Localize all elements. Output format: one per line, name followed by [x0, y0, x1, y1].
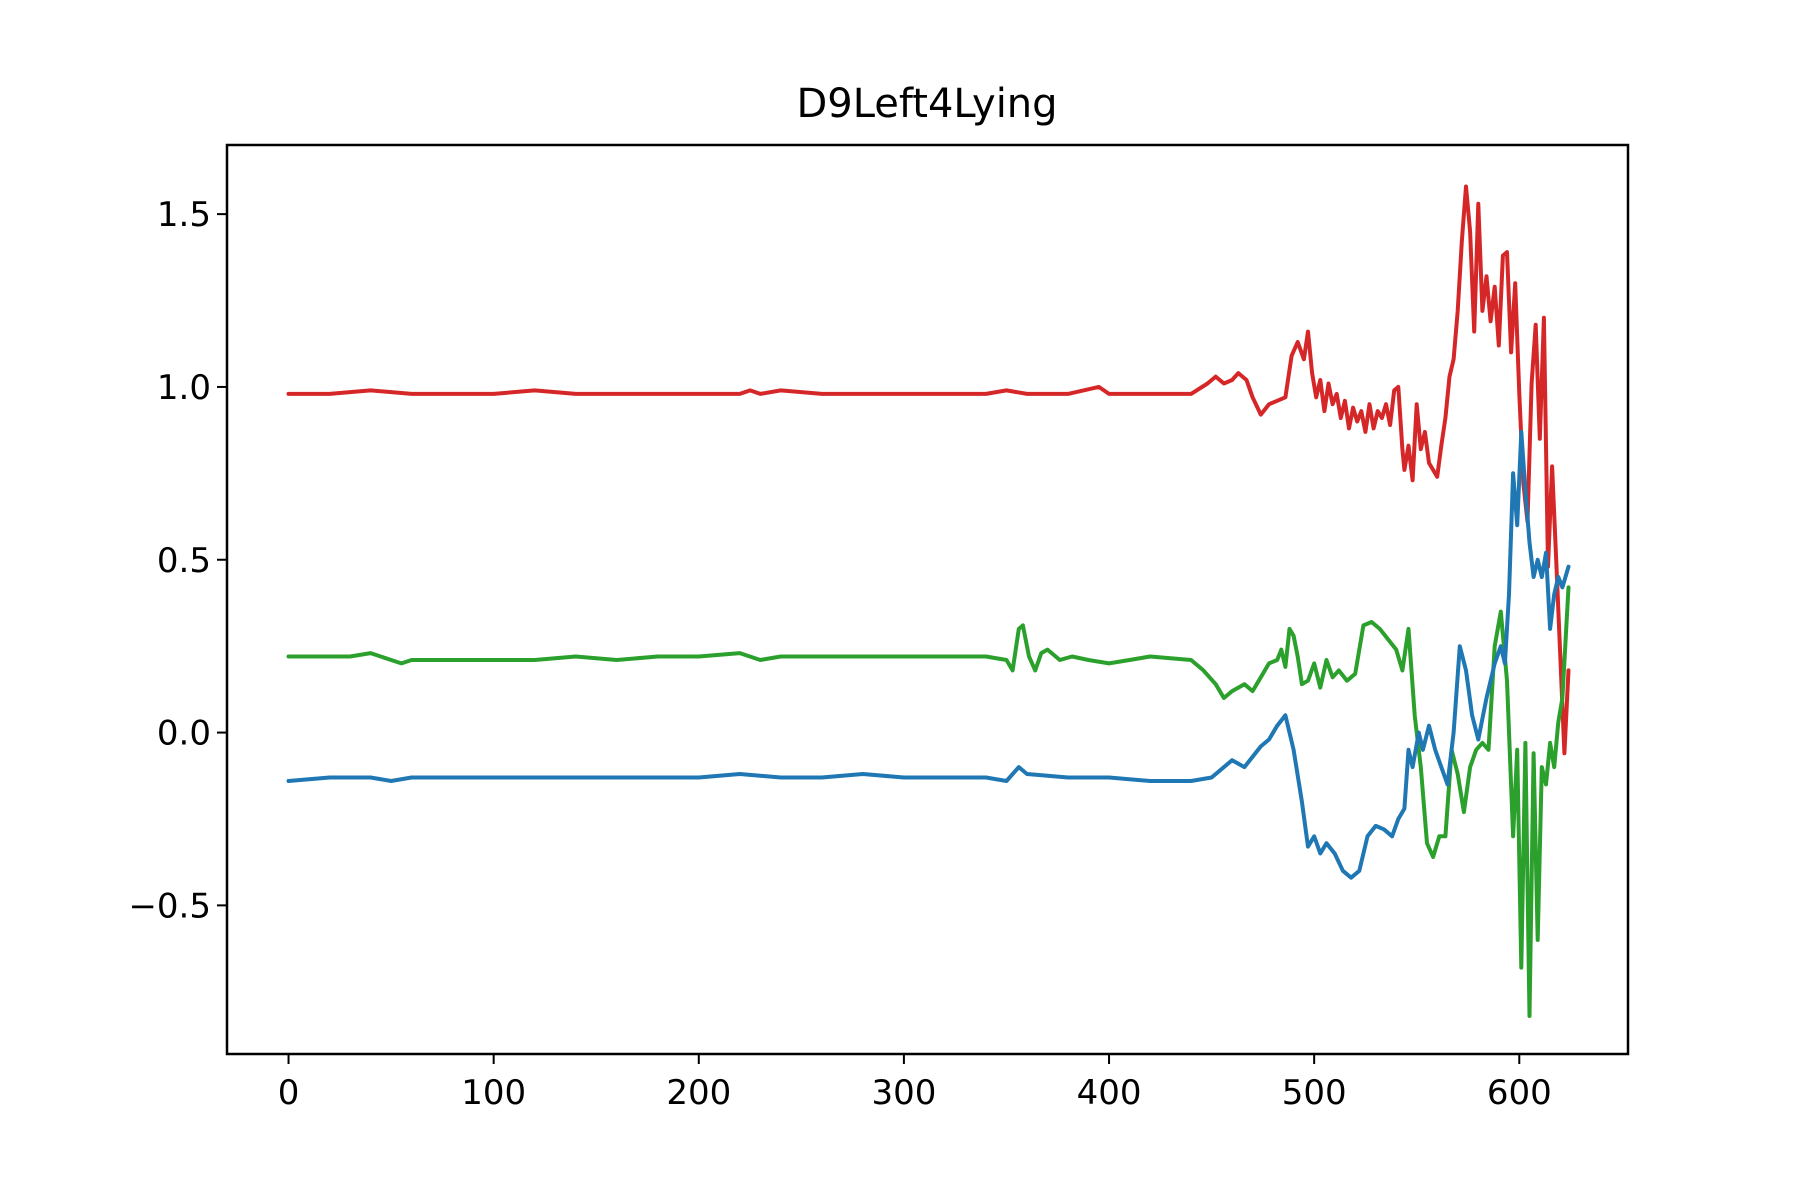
- series-line-0: [289, 187, 1569, 754]
- y-tick-label: 0.5: [157, 541, 211, 581]
- plot-frame: [227, 145, 1628, 1054]
- y-tick-label: 0.0: [157, 714, 211, 754]
- x-tick-label: 400: [1077, 1073, 1142, 1113]
- x-tick-label: 200: [666, 1073, 731, 1113]
- x-tick-label: 600: [1487, 1073, 1552, 1113]
- x-tick-label: 500: [1282, 1073, 1347, 1113]
- x-tick-label: 0: [278, 1073, 300, 1113]
- series-line-1: [289, 587, 1569, 1016]
- x-axis: 0 100 200 300 400 500 600: [278, 1054, 1552, 1113]
- y-tick-label: 1.5: [157, 195, 211, 235]
- y-axis: −0.5 0.0 0.5 1.0 1.5: [128, 195, 227, 926]
- series-layer: [289, 187, 1569, 1017]
- y-tick-label: −0.5: [128, 886, 211, 926]
- x-tick-label: 300: [871, 1073, 936, 1113]
- y-tick-label: 1.0: [157, 368, 211, 408]
- x-tick-label: 100: [461, 1073, 526, 1113]
- chart-title: D9Left4Lying: [796, 81, 1057, 127]
